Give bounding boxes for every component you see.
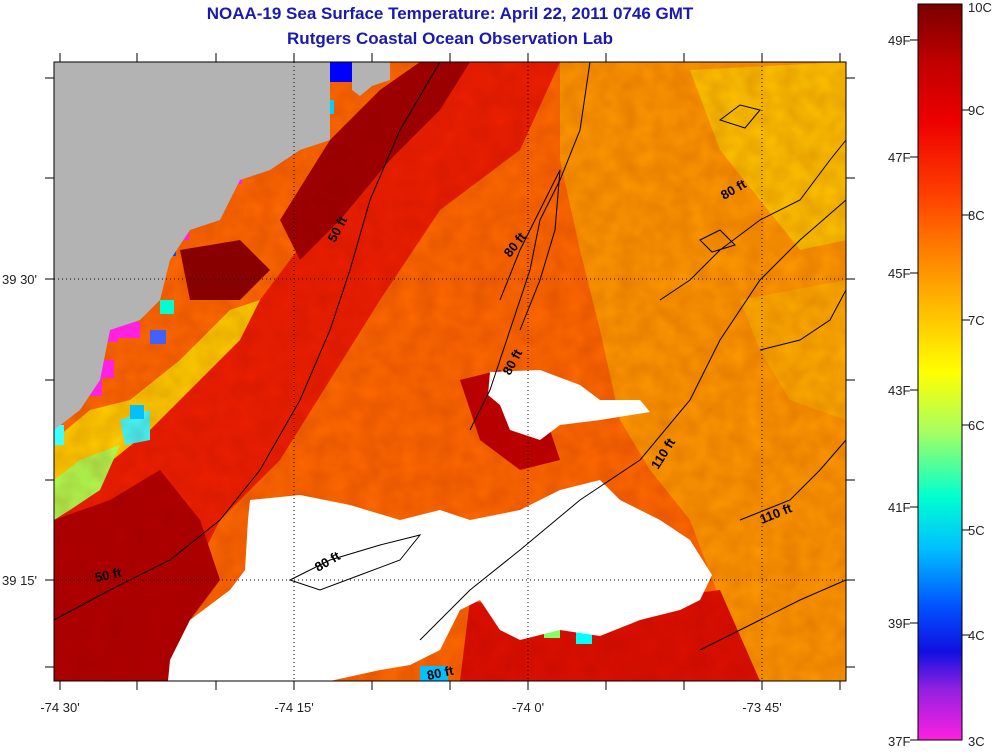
land-barrier-north	[352, 62, 390, 96]
colorbar-label-8c: 8C	[968, 208, 985, 223]
colorbar-gradient	[918, 4, 962, 740]
colorbar: 10C 9C 8C 7C 6C 5C 4C 3C 49F 47F 45F 43F…	[888, 0, 992, 749]
colorbar-label-49f: 49F	[888, 33, 910, 48]
colorbar-label-10c: 10C	[968, 0, 992, 15]
x-tick-label-73-45: -73 45'	[742, 700, 781, 715]
land-new-jersey	[54, 62, 330, 430]
colorbar-label-43f: 43F	[888, 383, 910, 398]
colorbar-label-45f: 45F	[888, 266, 910, 281]
axis-ticks	[45, 53, 855, 690]
map-subtitle: Rutgers Coastal Ocean Observation Lab	[287, 29, 613, 48]
x-tick-label-74-30: -74 30'	[40, 700, 79, 715]
contour-label-80ft-south: 80 ft	[426, 663, 456, 683]
colorbar-border	[917, 3, 963, 741]
colorbar-label-5c: 5C	[968, 523, 985, 538]
colorbar-label-3c: 3C	[968, 734, 985, 749]
y-tick-label-39-30: 39 30'	[2, 272, 37, 287]
colorbar-label-39f: 39F	[888, 616, 910, 631]
colorbar-label-7c: 7C	[968, 313, 985, 328]
graticule	[54, 62, 846, 681]
colorbar-label-41f: 41F	[888, 500, 910, 515]
colorbar-label-6c: 6C	[968, 418, 985, 433]
map-title: NOAA-19 Sea Surface Temperature: April 2…	[206, 4, 694, 23]
colorbar-label-37f: 37F	[888, 734, 910, 749]
bathymetry-contours	[54, 62, 846, 651]
colorbar-label-47f: 47F	[888, 150, 910, 165]
x-tick-label-74-00: -74 0'	[512, 700, 544, 715]
colorbar-label-4c: 4C	[968, 628, 985, 643]
plot-area: 50 ft 50 ft 80 ft 80 ft 80 ft 80 ft 80 f…	[54, 62, 846, 683]
cloud-mask-south	[168, 480, 712, 681]
contour-label-50ft-south: 50 ft	[94, 565, 124, 585]
colorbar-label-9c: 9C	[968, 103, 985, 118]
y-tick-label-39-15: 39 15'	[2, 573, 37, 588]
x-tick-label-74-15: -74 15'	[274, 700, 313, 715]
